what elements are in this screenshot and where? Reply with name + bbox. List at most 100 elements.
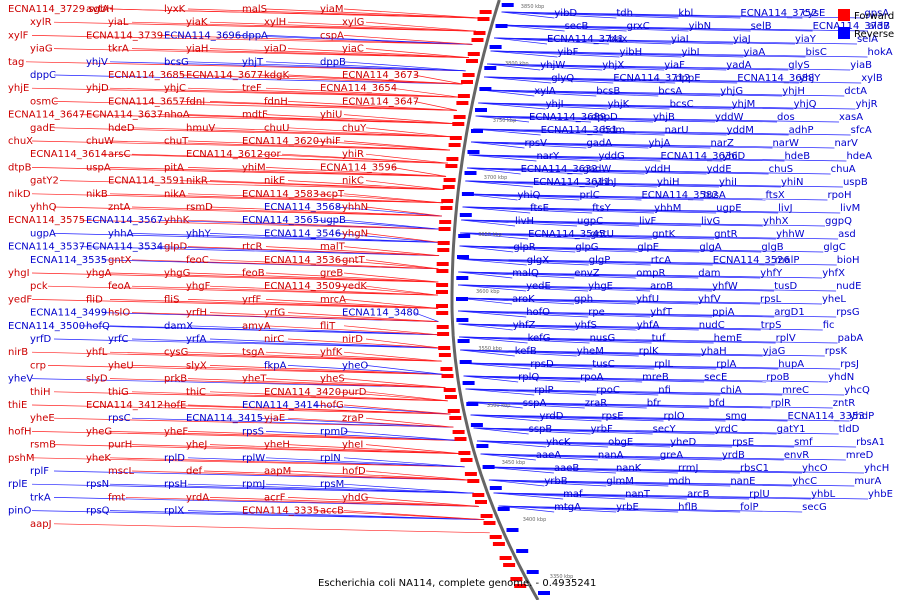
gene-label-right: aaeB bbox=[554, 463, 579, 474]
gene-label-right: sfcA bbox=[851, 125, 872, 136]
forward-gene-feature bbox=[440, 367, 453, 371]
gene-label-right: rpoC bbox=[596, 385, 620, 396]
connector-line bbox=[471, 141, 525, 149]
gene-label-right: nudE bbox=[836, 281, 861, 292]
gene-label-right: dppE bbox=[675, 73, 700, 84]
gene-label-left: nikC bbox=[342, 176, 364, 187]
connector-line bbox=[109, 8, 480, 19]
gene-label-left: pshM bbox=[8, 453, 35, 464]
gene-label-right: gadA bbox=[586, 138, 612, 149]
connector-line bbox=[484, 466, 864, 474]
connector-line bbox=[494, 37, 857, 45]
connector-line bbox=[209, 180, 445, 190]
connector-line bbox=[187, 8, 480, 19]
reverse-gene-feature bbox=[466, 402, 479, 406]
gene-label-right: yddH bbox=[645, 164, 671, 175]
gene-label-right: aldB bbox=[868, 21, 890, 32]
gene-label-right: ECNA114_3545 bbox=[528, 229, 605, 240]
gene-label-right: yhdN bbox=[828, 372, 854, 383]
connector-line bbox=[469, 154, 537, 162]
gene-label-left: nikD bbox=[8, 189, 31, 200]
connector-line bbox=[343, 219, 441, 230]
gene-label-left: yhgA bbox=[86, 268, 112, 279]
forward-gene-feature bbox=[452, 430, 465, 434]
gene-label-left: tkrA bbox=[108, 44, 129, 55]
connector-line bbox=[343, 483, 474, 494]
gene-label-left: amyA bbox=[242, 321, 271, 332]
connector-line bbox=[31, 193, 443, 204]
gene-label-right: smg bbox=[726, 411, 747, 422]
gene-label-right: rplK bbox=[639, 346, 659, 357]
gene-label-right: bisC bbox=[806, 47, 827, 58]
gene-label-right: rrmJ bbox=[678, 463, 699, 474]
connector-line bbox=[335, 285, 439, 296]
connector-line bbox=[365, 206, 442, 217]
connector-line bbox=[484, 76, 862, 84]
connector-line bbox=[131, 470, 469, 481]
connector-line bbox=[287, 101, 457, 111]
forward-gene-feature bbox=[473, 31, 486, 35]
legend-forward-label: Forward bbox=[854, 11, 894, 22]
gene-label-right: rpsG bbox=[836, 307, 859, 318]
gene-label-left: xylH bbox=[264, 17, 286, 28]
forward-gene-feature bbox=[438, 227, 451, 231]
gene-label-right: aaeA bbox=[536, 450, 561, 461]
legend-reverse-swatch bbox=[838, 27, 850, 39]
connector-line bbox=[458, 310, 527, 318]
gene-label-left: hofE bbox=[164, 400, 186, 411]
gene-label-right: malP bbox=[775, 255, 800, 266]
forward-gene-feature bbox=[492, 542, 505, 546]
gene-label-left: ECNA114_3591 bbox=[108, 176, 185, 187]
gene-label-right: yhfY bbox=[760, 268, 783, 279]
gene-label-left: thiC bbox=[186, 387, 206, 398]
connector-line bbox=[79, 114, 455, 124]
forward-gene-feature bbox=[475, 500, 487, 504]
gene-label-right: bfd bbox=[709, 398, 725, 409]
gene-label-right: yhjA bbox=[648, 138, 670, 149]
forward-gene-feature bbox=[449, 416, 462, 420]
gene-label-left: ECNA114_3546 bbox=[264, 228, 341, 239]
forward-gene-feature bbox=[445, 164, 458, 168]
gene-label-right: uspB bbox=[843, 177, 868, 188]
gene-label-right: ECNA114_3636 bbox=[660, 151, 737, 162]
connector-line bbox=[287, 497, 479, 507]
connector-line bbox=[459, 245, 824, 253]
gene-label-left: ECNA114_3335 bbox=[242, 506, 319, 517]
connector-line bbox=[53, 444, 461, 454]
connector-line bbox=[462, 206, 841, 214]
connector-line bbox=[461, 219, 826, 227]
gene-label-left: yrfF bbox=[242, 294, 262, 305]
forward-gene-feature bbox=[489, 535, 502, 539]
reverse-gene-feature bbox=[489, 45, 502, 49]
gene-label-right: rplQ bbox=[518, 372, 539, 383]
reverse-gene-feature bbox=[471, 129, 483, 133]
gene-label-right: nudC bbox=[699, 320, 725, 331]
reverse-gene-feature bbox=[489, 486, 502, 490]
connector-line bbox=[458, 310, 837, 318]
gene-label-right: glpR bbox=[513, 242, 535, 253]
connector-line bbox=[458, 258, 837, 266]
gene-label-right: sspB bbox=[529, 424, 553, 435]
connector-line bbox=[187, 87, 460, 98]
gene-label-right: dctA bbox=[844, 86, 867, 97]
forward-gene-feature bbox=[464, 472, 477, 476]
forward-gene-feature bbox=[439, 220, 452, 224]
connector-line bbox=[501, 11, 865, 19]
connector-line bbox=[79, 246, 440, 256]
reverse-gene-feature bbox=[475, 108, 487, 112]
gene-label-right: yrdD bbox=[540, 411, 564, 422]
gene-label-left: ECNA114_3677 bbox=[186, 70, 263, 81]
gene-label-left: glpD bbox=[164, 242, 187, 253]
gene-label-right: ugpE bbox=[716, 203, 741, 214]
gene-label-left: trkA bbox=[30, 492, 51, 503]
gene-label-left: yhjD bbox=[86, 83, 109, 94]
forward-gene-feature bbox=[437, 332, 450, 336]
connector-line bbox=[313, 404, 451, 415]
gene-label-left: yiaM bbox=[320, 4, 343, 15]
connector-line bbox=[493, 492, 869, 500]
connector-line bbox=[343, 351, 442, 362]
connector-line bbox=[109, 325, 440, 336]
gene-label-left: pck bbox=[30, 281, 48, 292]
gene-label-right: yhhW bbox=[776, 229, 805, 240]
forward-gene-feature bbox=[467, 479, 480, 483]
